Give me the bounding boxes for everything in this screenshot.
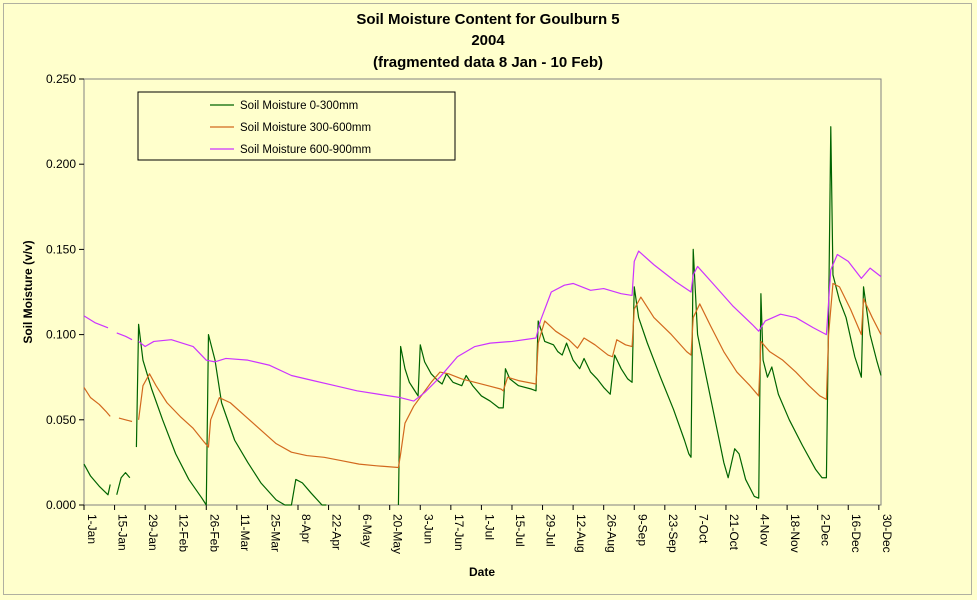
x-tick-label: 1-Jul [482, 514, 496, 540]
x-tick-label: 17-Jun [452, 514, 466, 551]
y-tick-label: 0.250 [46, 72, 76, 86]
x-tick-label: 8-Apr [299, 514, 313, 543]
x-tick-label: 12-Feb [177, 514, 191, 552]
x-tick-label: 15-Jan [116, 514, 130, 551]
y-axis-title: Soil Moisture (v/v) [21, 240, 35, 343]
y-axis: 0.000 0.050 0.100 0.150 0.200 0.250 [46, 72, 84, 512]
legend: Soil Moisture 0-300mm Soil Moisture 300-6… [137, 91, 456, 161]
x-tick-label: 15-Jul [513, 514, 527, 547]
x-axis: 1-Jan 15-Jan 29-Jan 12-Feb 26-Feb 11-Mar 25-Ma… [83, 505, 894, 554]
x-tick-label: 9-Sep [635, 514, 649, 546]
x-tick-label: 26-Aug [605, 514, 619, 553]
x-tick-label: 23-Sep [666, 514, 680, 553]
y-tick-label: 0.000 [46, 498, 76, 512]
x-tick-label: 29-Jan [146, 514, 160, 551]
x-tick-label: 29-Jul [544, 514, 558, 547]
chart-note: (fragmented data 8 Jan - 10 Feb) [373, 54, 603, 71]
y-tick-label: 0.100 [46, 328, 76, 342]
chart-title: Soil Moisture Content for Goulburn 5 [356, 11, 619, 28]
series-line-3 [83, 250, 882, 402]
series-line-1 [83, 126, 882, 506]
series-line-2 [83, 282, 882, 469]
x-tick-label: 1-Jan [85, 514, 99, 544]
x-tick-label: 16-Dec [849, 514, 863, 553]
x-tick-label: 25-Mar [268, 514, 282, 552]
x-tick-label: 3-Jun [421, 514, 435, 544]
x-tick-label: 30-Dec [880, 514, 894, 553]
x-tick-label: 4-Nov [758, 514, 772, 546]
series-layer [83, 126, 882, 506]
x-tick-label: 26-Feb [207, 514, 221, 552]
y-tick-label: 0.050 [46, 413, 76, 427]
x-tick-label: 20-May [391, 514, 405, 554]
chart-subtitle: 2004 [471, 32, 505, 49]
y-tick-label: 0.200 [46, 157, 76, 171]
x-tick-label: 12-Aug [574, 514, 588, 553]
x-tick-label: 18-Nov [788, 514, 802, 553]
x-axis-title: Date [469, 565, 495, 579]
legend-label: Soil Moisture 300-600mm [240, 122, 371, 134]
x-tick-label: 7-Oct [696, 514, 710, 544]
x-tick-label: 21-Oct [727, 514, 741, 551]
y-tick-label: 0.150 [46, 242, 76, 256]
legend-label: Soil Moisture 600-900mm [240, 144, 371, 156]
legend-label: Soil Moisture 0-300mm [240, 100, 358, 112]
x-tick-label: 22-Apr [330, 514, 344, 550]
x-tick-label: 2-Dec [819, 514, 833, 546]
x-tick-label: 11-Mar [238, 514, 252, 551]
legend-box [137, 91, 456, 161]
x-tick-label: 6-May [360, 514, 374, 547]
